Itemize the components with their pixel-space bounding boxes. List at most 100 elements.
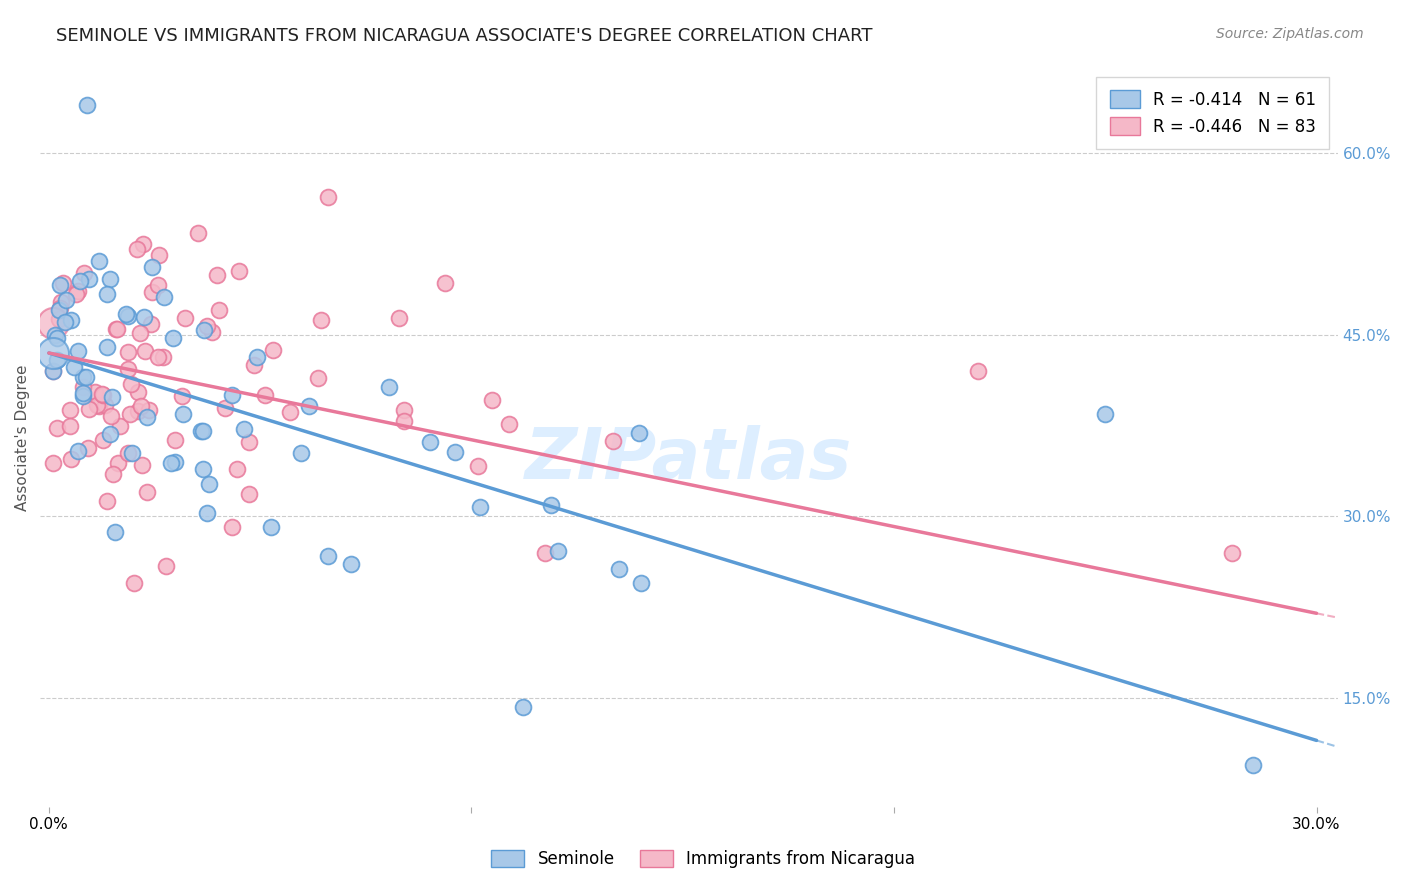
Point bbox=[138, 403, 160, 417]
Point bbox=[105, 322, 128, 336]
Point bbox=[120, 377, 142, 392]
Point bbox=[96, 287, 118, 301]
Point bbox=[93, 388, 115, 402]
Point bbox=[298, 399, 321, 413]
Point bbox=[48, 312, 70, 326]
Point bbox=[307, 371, 329, 385]
Point bbox=[163, 455, 186, 469]
Point bbox=[84, 384, 107, 399]
Point bbox=[59, 313, 82, 327]
Point bbox=[73, 266, 96, 280]
Point bbox=[103, 467, 125, 481]
Point bbox=[540, 498, 562, 512]
Point bbox=[433, 277, 456, 291]
Point bbox=[190, 424, 212, 438]
Point bbox=[101, 390, 124, 404]
Point bbox=[394, 403, 416, 417]
Point bbox=[100, 409, 122, 423]
Point bbox=[195, 318, 218, 333]
Point bbox=[467, 459, 489, 474]
Point bbox=[243, 359, 266, 373]
Point bbox=[127, 404, 149, 418]
Point bbox=[232, 422, 254, 436]
Point bbox=[443, 445, 465, 459]
Point bbox=[122, 575, 145, 590]
Point bbox=[96, 341, 118, 355]
Point bbox=[148, 248, 170, 262]
Point bbox=[205, 268, 228, 282]
Point bbox=[221, 388, 243, 402]
Point bbox=[69, 274, 91, 288]
Point bbox=[45, 331, 67, 345]
Point bbox=[498, 417, 520, 431]
Point bbox=[129, 400, 152, 414]
Point bbox=[132, 237, 155, 252]
Point bbox=[141, 318, 163, 332]
Point bbox=[193, 462, 215, 476]
Point bbox=[45, 353, 67, 368]
Point bbox=[104, 525, 127, 540]
Point bbox=[76, 441, 98, 455]
Point bbox=[76, 98, 98, 112]
Point bbox=[1094, 407, 1116, 421]
Legend: Seminole, Immigrants from Nicaragua: Seminole, Immigrants from Nicaragua bbox=[484, 843, 922, 875]
Point bbox=[378, 380, 401, 394]
Point bbox=[134, 344, 156, 359]
Point bbox=[628, 426, 651, 441]
Point bbox=[148, 277, 170, 292]
Point bbox=[170, 389, 193, 403]
Point bbox=[316, 190, 339, 204]
Point bbox=[547, 544, 569, 558]
Point bbox=[45, 421, 67, 435]
Point bbox=[93, 433, 115, 447]
Point bbox=[214, 401, 236, 415]
Point bbox=[59, 403, 82, 417]
Point bbox=[72, 370, 94, 384]
Legend: R = -0.414   N = 61, R = -0.446   N = 83: R = -0.414 N = 61, R = -0.446 N = 83 bbox=[1097, 77, 1329, 149]
Point bbox=[172, 407, 194, 421]
Point bbox=[418, 435, 440, 450]
Point bbox=[77, 272, 100, 286]
Point bbox=[59, 419, 82, 434]
Point bbox=[187, 227, 209, 241]
Point bbox=[72, 389, 94, 403]
Point bbox=[98, 272, 121, 286]
Point bbox=[392, 414, 415, 428]
Point bbox=[163, 433, 186, 447]
Point bbox=[65, 287, 87, 301]
Point bbox=[89, 253, 111, 268]
Point bbox=[316, 549, 339, 563]
Point bbox=[121, 445, 143, 459]
Point bbox=[152, 350, 174, 364]
Point bbox=[98, 426, 121, 441]
Point bbox=[221, 519, 243, 533]
Point bbox=[191, 424, 214, 438]
Text: ZIPatlas: ZIPatlas bbox=[526, 425, 852, 494]
Point bbox=[278, 405, 301, 419]
Point bbox=[55, 293, 77, 307]
Point bbox=[208, 302, 231, 317]
Point bbox=[260, 520, 283, 534]
Point bbox=[128, 326, 150, 341]
Point bbox=[93, 398, 115, 412]
Point bbox=[141, 260, 163, 274]
Point bbox=[89, 400, 111, 414]
Point bbox=[153, 290, 176, 304]
Point bbox=[42, 316, 65, 330]
Point bbox=[63, 359, 86, 374]
Point bbox=[135, 409, 157, 424]
Point bbox=[117, 362, 139, 376]
Point bbox=[53, 315, 76, 329]
Point bbox=[481, 392, 503, 407]
Point bbox=[125, 243, 148, 257]
Point bbox=[228, 264, 250, 278]
Point bbox=[59, 452, 82, 467]
Point bbox=[225, 462, 247, 476]
Point bbox=[246, 350, 269, 364]
Point bbox=[115, 307, 138, 321]
Point bbox=[290, 446, 312, 460]
Point bbox=[49, 301, 72, 315]
Point bbox=[254, 387, 277, 401]
Point bbox=[309, 312, 332, 326]
Point bbox=[90, 386, 112, 401]
